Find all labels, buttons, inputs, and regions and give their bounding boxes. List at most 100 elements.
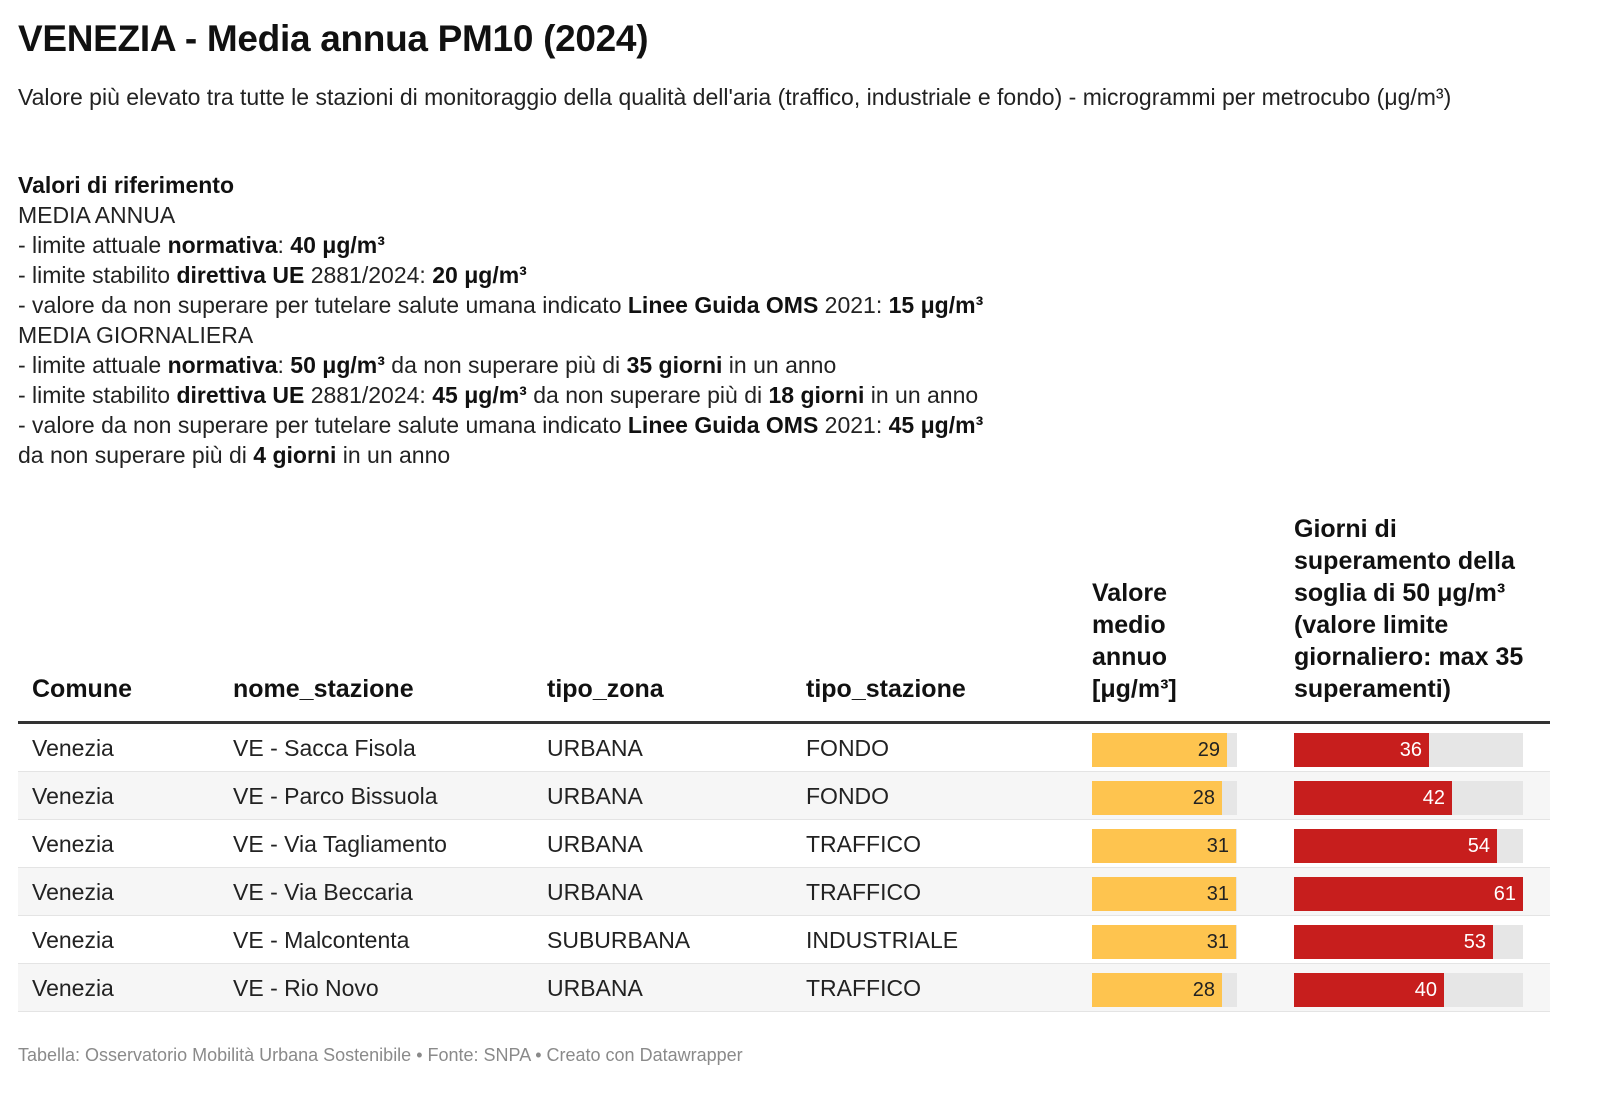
- cell-comune: Venezia: [32, 879, 114, 905]
- cell-tipo-zona: URBANA: [547, 783, 643, 809]
- daily-line-segment: 18 giorni: [768, 382, 865, 408]
- footer-credits: Tabella: Osservatorio Mobilità Urbana So…: [18, 1045, 743, 1065]
- cell-tipo-zona: URBANA: [547, 735, 643, 761]
- annual-line-segment: 2881/2024:: [304, 262, 433, 288]
- header-valore-medio[interactable]: Valore medio annuo [μg/m³]: [1092, 579, 1177, 703]
- media-annua-bar: 31: [1092, 829, 1236, 863]
- giorni-superamento-value: 61: [1493, 883, 1516, 905]
- daily-line-segment: - valore da non superare per tutelare sa…: [18, 412, 628, 438]
- annual-line: - limite stabilito direttiva UE 2881/202…: [18, 260, 1118, 290]
- media-annua-value: 31: [1206, 835, 1229, 857]
- reference-heading: Valori di riferimento: [18, 172, 234, 198]
- media-annua-track: 28: [1092, 973, 1237, 1007]
- annual-lines: - limite attuale normativa: 40 μg/m³ - li…: [18, 230, 1118, 320]
- daily-line: - limite stabilito direttiva UE 2881/202…: [18, 380, 1118, 410]
- giorni-superamento-track: 40: [1294, 973, 1523, 1007]
- media-annua-track: 28: [1092, 781, 1237, 815]
- giorni-superamento-value: 36: [1399, 739, 1422, 761]
- table-body: Venezia VE - Sacca Fisola URBANA FONDO 29 36 V…: [18, 724, 1550, 1012]
- table-row: Venezia VE - Via Tagliamento URBANA TRAFFIC…: [18, 820, 1550, 868]
- annual-line-segment: - valore da non superare per tutelare sa…: [18, 292, 628, 318]
- giorni-superamento-value: 53: [1463, 931, 1486, 953]
- chart-title: VENEZIA - Media annua PM10 (2024): [18, 18, 649, 59]
- cell-nome-stazione: VE - Sacca Fisola: [233, 735, 416, 761]
- cell-tipo-stazione: TRAFFICO: [806, 831, 921, 857]
- daily-line-segment: :: [277, 352, 291, 378]
- cell-nome-stazione: VE - Via Beccaria: [233, 879, 413, 905]
- daily-heading: MEDIA GIORNALIERA: [18, 322, 254, 348]
- cell-tipo-stazione: FONDO: [806, 735, 890, 761]
- cell-nome-stazione: VE - Malcontenta: [233, 927, 410, 953]
- daily-line-segment: - limite stabilito: [18, 382, 177, 408]
- daily-line-segment: direttiva UE: [176, 382, 305, 408]
- header-giorni-superamento[interactable]: Giorni di superamento della soglia di 50…: [1294, 515, 1524, 703]
- daily-line-segment: Linee Guida OMS: [627, 412, 819, 438]
- giorni-superamento-track: 53: [1294, 925, 1523, 959]
- giorni-superamento-value: 42: [1422, 787, 1445, 809]
- daily-line: - valore da non superare per tutelare sa…: [18, 410, 1118, 440]
- reference-values: Valori di riferimento MEDIA ANNUA - limi…: [18, 170, 1118, 470]
- media-annua-bar: 31: [1092, 925, 1236, 959]
- giorni-superamento-track: 61: [1294, 877, 1523, 911]
- annual-line-segment: normativa: [167, 232, 278, 258]
- annual-line-segment: direttiva UE: [176, 262, 305, 288]
- header-nome-stazione[interactable]: nome_stazione: [233, 675, 414, 703]
- daily-line-segment: normativa: [167, 352, 278, 378]
- daily-line-segment: 45 μg/m³: [432, 382, 527, 408]
- annual-line-segment: - limite attuale: [18, 232, 168, 258]
- media-annua-track: 29: [1092, 733, 1237, 767]
- cell-tipo-zona: URBANA: [547, 879, 643, 905]
- cell-comune: Venezia: [32, 783, 114, 809]
- daily-line-segment: - limite attuale: [18, 352, 168, 378]
- cell-tipo-zona: URBANA: [547, 831, 643, 857]
- media-annua-bar: 28: [1092, 781, 1222, 815]
- media-annua-value: 31: [1206, 883, 1229, 905]
- daily-lines: - limite attuale normativa: 50 μg/m³ da …: [18, 350, 1118, 470]
- cell-nome-stazione: VE - Via Tagliamento: [233, 831, 447, 857]
- annual-line-segment: - limite stabilito: [18, 262, 177, 288]
- daily-line-segment: da non superare più di: [18, 442, 254, 468]
- daily-line-segment: 4 giorni: [253, 442, 337, 468]
- annual-line-segment: 40 μg/m³: [290, 232, 385, 258]
- daily-line-segment: da non superare più di: [526, 382, 769, 408]
- header-tipo-stazione[interactable]: tipo_stazione: [806, 675, 966, 703]
- giorni-superamento-track: 36: [1294, 733, 1523, 767]
- header-tipo-zona[interactable]: tipo_zona: [547, 675, 664, 703]
- giorni-superamento-bar: 42: [1294, 781, 1452, 815]
- giorni-superamento-value: 54: [1467, 835, 1490, 857]
- table-row: Venezia VE - Malcontenta SUBURBANA INDUSTRI…: [18, 916, 1550, 964]
- giorni-superamento-bar: 40: [1294, 973, 1444, 1007]
- annual-line: - limite attuale normativa: 40 μg/m³: [18, 230, 1118, 260]
- cell-comune: Venezia: [32, 975, 114, 1001]
- media-annua-bar: 28: [1092, 973, 1222, 1007]
- daily-line-segment: 35 giorni: [626, 352, 723, 378]
- giorni-superamento-bar: 61: [1294, 877, 1523, 911]
- giorni-superamento-bar: 54: [1294, 829, 1497, 863]
- daily-line-segment: 2021:: [818, 412, 889, 438]
- cell-nome-stazione: VE - Rio Novo: [233, 975, 379, 1001]
- daily-line-segment: 50 μg/m³: [290, 352, 385, 378]
- chart-subtitle: Valore più elevato tra tutte le stazioni…: [18, 84, 1452, 110]
- daily-line-segment: 45 μg/m³: [888, 412, 984, 438]
- daily-line: - limite attuale normativa: 50 μg/m³ da …: [18, 350, 1118, 380]
- cell-tipo-stazione: TRAFFICO: [806, 879, 921, 905]
- cell-tipo-stazione: FONDO: [806, 783, 890, 809]
- cell-comune: Venezia: [32, 831, 114, 857]
- giorni-superamento-track: 42: [1294, 781, 1523, 815]
- cell-tipo-stazione: TRAFFICO: [806, 975, 921, 1001]
- media-annua-track: 31: [1092, 925, 1237, 959]
- cell-nome-stazione: VE - Parco Bissuola: [233, 783, 438, 809]
- media-annua-value: 28: [1192, 979, 1215, 1001]
- cell-tipo-zona: URBANA: [547, 975, 643, 1001]
- cell-tipo-zona: SUBURBANA: [547, 927, 691, 953]
- daily-line-segment: in un anno: [722, 352, 837, 378]
- media-annua-bar: 31: [1092, 877, 1236, 911]
- giorni-superamento-bar: 53: [1294, 925, 1493, 959]
- daily-line: da non superare più di 4 giorni in un an…: [18, 440, 1118, 470]
- media-annua-bar: 29: [1092, 733, 1227, 767]
- annual-line-segment: Linee Guida OMS: [627, 292, 819, 318]
- header-comune[interactable]: Comune: [32, 675, 132, 703]
- annual-line-segment: :: [277, 232, 291, 258]
- table-row: Venezia VE - Parco Bissuola URBANA FONDO 28 4…: [18, 772, 1550, 820]
- annual-heading: MEDIA ANNUA: [18, 202, 176, 228]
